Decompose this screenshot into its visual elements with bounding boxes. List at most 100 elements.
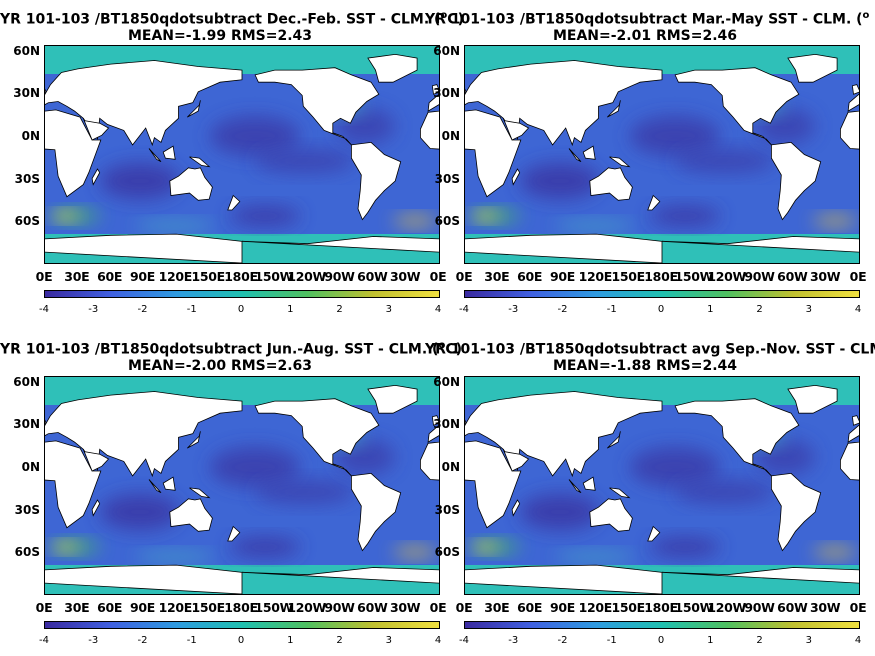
land-mass: [582, 145, 596, 160]
map-jja: [44, 376, 440, 595]
land-mass: [674, 398, 800, 477]
panel-title: YR 101-103 /BT1850qdotsubtract Dec.-Feb.…: [0, 8, 464, 44]
land-mass: [465, 440, 522, 529]
lat-label: 30S: [14, 502, 40, 517]
lat-label: 30S: [434, 502, 460, 517]
colorbar-tick-label: 4: [434, 304, 442, 315]
lon-label: 150W: [674, 269, 714, 284]
lon-label: 150W: [254, 600, 294, 615]
lon-label: 120E: [158, 600, 193, 615]
anomaly-region: [100, 163, 180, 199]
land-mass: [465, 88, 467, 93]
map-mam: [464, 45, 860, 264]
anomaly-region: [230, 537, 300, 557]
colorbar-tick-label: 2: [756, 304, 763, 315]
land-mass: [839, 110, 859, 150]
land-mass: [647, 525, 661, 542]
anomaly-region: [255, 480, 355, 504]
mean-rms-text: MEAN=-1.88 RMS=2.44: [552, 357, 738, 374]
lat-label: 0N: [441, 460, 460, 475]
anomaly-region: [210, 116, 300, 156]
colorbar-tick-label: 4: [854, 304, 862, 315]
lon-label: 90W: [324, 269, 355, 284]
lon-label: 60W: [777, 600, 808, 615]
lon-label: 180E: [644, 600, 678, 615]
land-mass: [45, 109, 102, 198]
colorbar-tick-label: 2: [336, 304, 343, 315]
anomaly-region: [473, 542, 497, 552]
land-mass: [367, 53, 418, 83]
panel-son: YR 101-103 /BT1850qdotsubtract avg Sep.-…: [420, 330, 875, 650]
lon-label: 60W: [357, 600, 388, 615]
panel-title: YR 101-103 /BT1850qdotsubtract Mar.-May …: [425, 8, 869, 44]
colorbar-tick-label: -1: [606, 304, 617, 315]
lat-label: 0N: [441, 129, 460, 144]
land-mass: [45, 440, 102, 529]
colorbar-tick-label: -1: [186, 304, 197, 315]
land-mass: [661, 567, 859, 584]
panel-djf: YR 101-103 /BT1850qdotsubtract Dec.-Feb.…: [0, 0, 464, 320]
lon-label: 60W: [777, 269, 808, 284]
lon-label: 60E: [97, 600, 123, 615]
anomaly-region: [813, 546, 857, 558]
land-mass: [502, 118, 530, 141]
lon-label: 150W: [674, 600, 714, 615]
lon-label: 0E: [849, 600, 867, 615]
anomaly-region: [473, 211, 497, 221]
colorbar-tick-label: 0: [657, 635, 665, 646]
lon-label: 120E: [158, 269, 193, 284]
land-mass: [91, 499, 101, 517]
lon-label: 120E: [578, 269, 613, 284]
land-mass: [787, 53, 838, 83]
land-mass: [851, 84, 859, 95]
land-mass: [568, 148, 582, 163]
title-text: YR 101-103 /BT1850qdotsubtract avg Sep.-…: [425, 341, 875, 358]
lon-label: 90W: [744, 600, 775, 615]
lon-label: 30E: [484, 269, 510, 284]
lon-label: 90E: [549, 269, 576, 284]
panel-title: YR 101-103 /BT1850qdotsubtract Jun.-Aug.…: [0, 338, 462, 374]
land-mass: [189, 487, 211, 499]
lon-label: 120E: [578, 600, 613, 615]
colorbar-tick-label: -4: [39, 304, 49, 315]
lon-label: 30E: [484, 600, 510, 615]
land-mass: [82, 449, 110, 472]
colorbar-tick-label: -4: [459, 635, 469, 646]
land-mass: [661, 236, 859, 253]
land-mass: [189, 156, 211, 168]
anomaly-region: [53, 542, 77, 552]
colorbar: [464, 290, 860, 298]
land-mass: [241, 567, 439, 584]
panel-title: YR 101-103 /BT1850qdotsubtract avg Sep.-…: [425, 338, 875, 374]
panel-jja: YR 101-103 /BT1850qdotsubtract Jun.-Aug.…: [0, 330, 462, 650]
lon-label: 30W: [390, 600, 421, 615]
land-mass: [647, 194, 661, 211]
title-text: YR 101-103 /BT1850qdotsubtract Jun.-Aug.…: [0, 341, 439, 358]
land-mass: [607, 100, 621, 118]
land-mass: [465, 233, 663, 263]
lon-label: 0E: [455, 269, 473, 284]
lon-label: 120W: [707, 269, 746, 284]
land-mass: [162, 476, 176, 491]
panel-mam: YR 101-103 /BT1850qdotsubtract Mar.-May …: [420, 0, 869, 320]
lat-label: 0N: [21, 460, 40, 475]
anomaly-region: [135, 551, 215, 563]
lon-label: 0E: [429, 269, 447, 284]
lon-label: 0E: [455, 600, 473, 615]
lat-label: 30N: [13, 86, 40, 101]
land-mass: [45, 233, 243, 263]
land-mass: [502, 449, 530, 472]
land-mass: [187, 431, 201, 449]
colorbar-tick-label: -3: [88, 635, 99, 646]
land-mass: [568, 479, 582, 494]
lon-label: 150E: [191, 269, 225, 284]
title-unit-tail: C): [447, 11, 464, 28]
sst-field: [45, 53, 439, 263]
sst-field: [465, 53, 859, 263]
colorbar-tick-label: 1: [287, 635, 294, 646]
land-mass: [511, 168, 521, 186]
land-mass: [427, 424, 439, 443]
mean-rms-text: MEAN=-2.00 RMS=2.63: [127, 357, 313, 374]
lat-label: 60N: [433, 374, 460, 389]
anomaly-region: [100, 494, 180, 530]
